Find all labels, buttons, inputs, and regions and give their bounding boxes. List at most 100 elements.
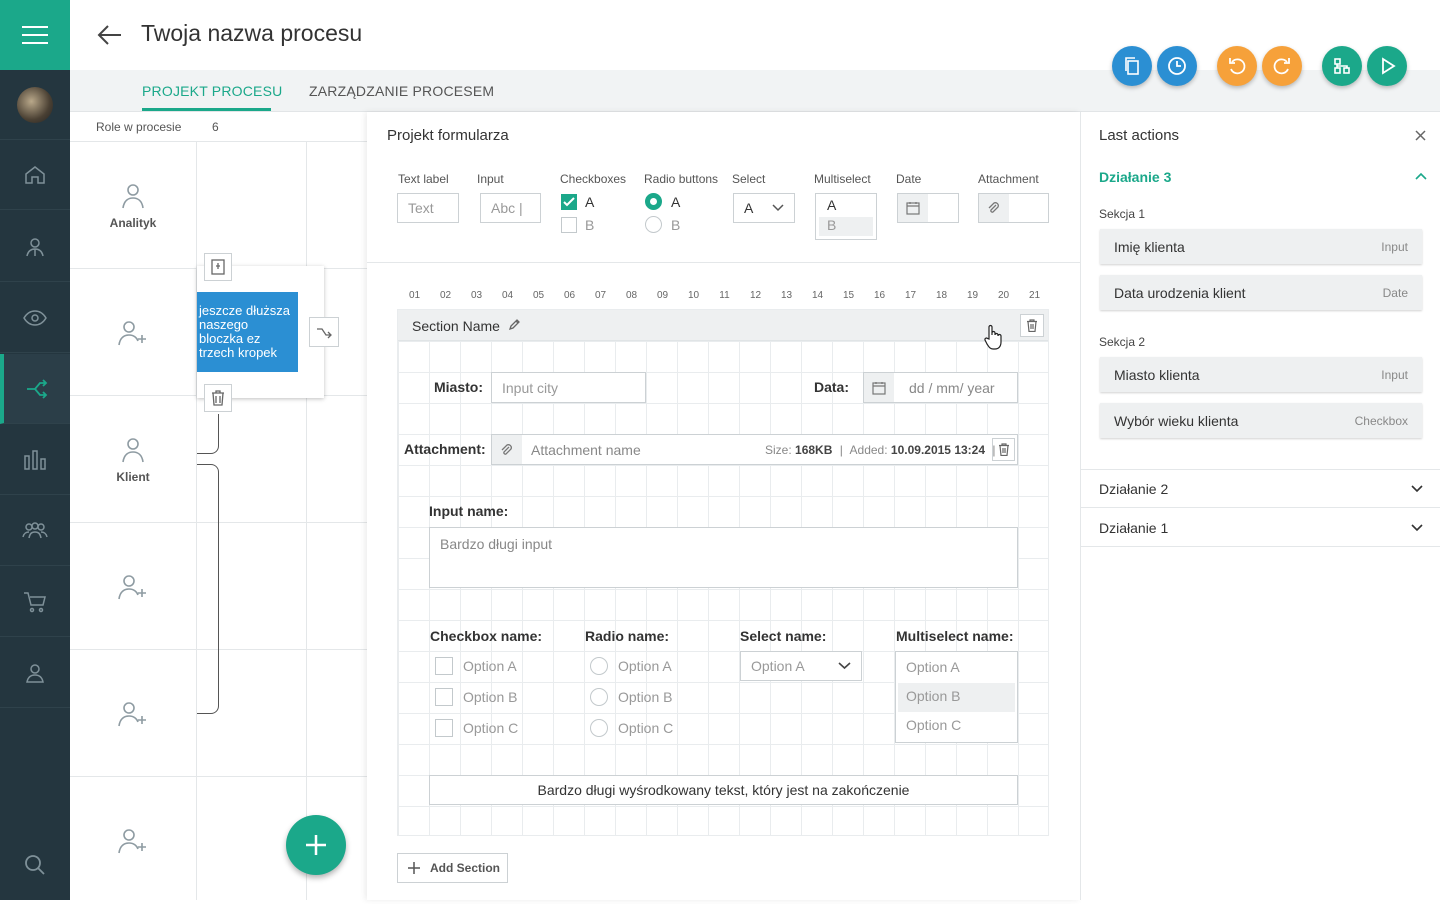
long-input[interactable]: Bardzo długi input	[429, 527, 1018, 588]
tab-process-management[interactable]: ZARZĄDZANIE PROCESEM	[309, 83, 495, 99]
plus-icon	[408, 862, 420, 874]
centered-text-field[interactable]: Bardzo długi wyśrodkowany tekst, który j…	[429, 775, 1018, 805]
radio	[590, 688, 608, 706]
connect-icon	[317, 328, 332, 339]
menu-button[interactable]	[0, 0, 70, 70]
add-role-button[interactable]	[70, 650, 196, 777]
nav-groups[interactable]	[0, 496, 70, 566]
palette-radio-a[interactable]: A	[645, 193, 680, 210]
palette-label: Multiselect	[814, 172, 871, 186]
palette-input[interactable]: Abc |	[480, 193, 541, 223]
attach-button	[979, 194, 1009, 222]
accordion-title: Działanie 1	[1099, 519, 1169, 536]
section-header[interactable]: Section Name	[398, 310, 1048, 341]
option-label: Option C	[618, 720, 674, 736]
radio-option-a[interactable]: Option A	[590, 657, 672, 675]
role-analityk[interactable]: Analityk	[70, 142, 196, 269]
nav-search[interactable]	[0, 830, 70, 900]
add-role-button[interactable]	[70, 269, 196, 396]
column-number: 11	[719, 290, 730, 301]
radio-option-b[interactable]: Option B	[590, 688, 672, 706]
action-item[interactable]: Data urodzenia klient Date	[1100, 275, 1422, 310]
block-delete-button[interactable]	[204, 384, 232, 412]
palette-date[interactable]	[897, 193, 959, 223]
nav-preview[interactable]	[0, 283, 70, 353]
palette-attachment[interactable]	[978, 193, 1049, 223]
redo-button[interactable]	[1262, 46, 1302, 86]
palette-checkbox-b[interactable]: B	[561, 217, 594, 233]
close-icon[interactable]	[1415, 130, 1426, 141]
column-number: 08	[625, 290, 638, 301]
nav-users[interactable]	[0, 212, 70, 282]
action-accordion[interactable]: Działanie 2	[1081, 470, 1440, 508]
action-accordion[interactable]: Działanie 1	[1081, 509, 1440, 547]
add-section-button[interactable]: Add Section	[397, 853, 508, 883]
attachment-delete-button[interactable]	[992, 438, 1015, 461]
user-avatar-button[interactable]	[0, 70, 70, 140]
chevron-up-icon[interactable]	[1415, 172, 1427, 180]
checkbox-option-b[interactable]: Option B	[435, 688, 517, 706]
action-item[interactable]: Imię klienta Input	[1100, 229, 1422, 264]
palette-text-label[interactable]: Text	[397, 193, 459, 223]
run-button[interactable]	[1367, 46, 1407, 86]
radio-selected	[645, 193, 662, 210]
multiselect-field[interactable]: Option A Option B Option C	[895, 651, 1018, 743]
size-value: 168KB	[795, 443, 833, 457]
multiselect-option[interactable]: Option C	[906, 717, 962, 733]
block-connect-button[interactable]	[309, 317, 339, 347]
attach-button[interactable]	[492, 435, 522, 464]
calendar-button[interactable]	[864, 373, 894, 402]
attachment-field[interactable]: Attachment name Size: 168KB | Added: 10.…	[491, 434, 1018, 465]
checkbox	[561, 217, 577, 233]
action-item[interactable]: Miasto klienta Input	[1100, 357, 1422, 392]
date-input[interactable]: dd / mm/ year	[863, 372, 1018, 403]
history-button[interactable]	[1157, 46, 1197, 86]
nav-statistics[interactable]	[0, 425, 70, 495]
process-block[interactable]: jeszcze dłuższa naszego bloczka ez trzec…	[197, 292, 298, 372]
add-role-button[interactable]	[70, 777, 196, 904]
palette-select[interactable]: A	[733, 193, 795, 223]
palette-label: Checkboxes	[560, 172, 627, 186]
field-label: Checkbox name:	[430, 628, 543, 644]
structure-button[interactable]	[1322, 46, 1362, 86]
palette-radio-b[interactable]: B	[645, 216, 680, 233]
panel-title: Last actions	[1099, 127, 1180, 144]
role-klient[interactable]: Klient	[70, 396, 196, 523]
action-title-active[interactable]: Działanie 3	[1099, 169, 1172, 185]
nav-shop[interactable]	[0, 567, 70, 637]
checkbox-option-a[interactable]: Option A	[435, 657, 517, 675]
back-arrow-icon[interactable]	[97, 23, 123, 47]
group-icon	[22, 521, 48, 538]
tab-process-design[interactable]: PROJEKT PROCESU	[142, 83, 283, 99]
multiselect-option[interactable]: Option B	[898, 683, 1015, 712]
undo-button[interactable]	[1217, 46, 1257, 86]
block-form-button[interactable]	[204, 253, 232, 281]
section-delete-button[interactable]	[1020, 314, 1044, 337]
nav-process[interactable]	[0, 354, 70, 424]
palette-multiselect[interactable]: A B	[815, 193, 877, 240]
checkbox-option-c[interactable]: Option C	[435, 719, 518, 737]
nav-profile[interactable]	[0, 638, 70, 708]
action-item[interactable]: Wybór wieku klienta Checkbox	[1100, 403, 1422, 438]
divider	[70, 141, 367, 142]
panel-title: Projekt formularza	[387, 127, 509, 144]
copy-button[interactable]	[1112, 46, 1152, 86]
nav-home[interactable]	[0, 140, 70, 210]
add-section-label: Add Section	[430, 861, 501, 875]
radio-option-c[interactable]: Option C	[590, 719, 673, 737]
city-input[interactable]: Input city	[491, 372, 646, 403]
pencil-icon[interactable]	[508, 318, 521, 331]
active-tab-indicator	[142, 108, 271, 111]
plus-icon	[306, 835, 326, 855]
option-label: Option B	[463, 689, 518, 705]
checkbox	[435, 657, 453, 675]
add-user-icon	[118, 320, 146, 345]
field-label: Select name:	[740, 628, 827, 644]
column-number: 06	[563, 290, 576, 301]
select-field[interactable]: Option A	[740, 651, 862, 681]
add-button[interactable]	[286, 815, 346, 875]
palette-checkbox-a[interactable]: A	[561, 194, 594, 210]
trash-icon	[1027, 319, 1037, 332]
multiselect-option[interactable]: Option A	[906, 659, 960, 675]
add-role-button[interactable]	[70, 523, 196, 650]
